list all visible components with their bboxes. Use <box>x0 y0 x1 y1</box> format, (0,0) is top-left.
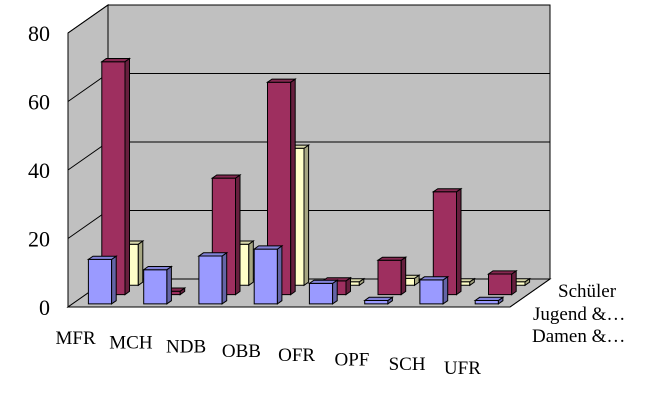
bar-side-face <box>511 269 517 296</box>
bar <box>252 244 284 305</box>
bar <box>376 256 408 296</box>
bar-side-face <box>290 78 296 296</box>
bar <box>86 255 118 305</box>
x-category-label: NDB <box>166 337 206 358</box>
x-category-label: OBB <box>222 341 261 362</box>
y-tick-label: 80 <box>28 21 50 46</box>
x-category-label: MFR <box>56 328 96 349</box>
bar-front-face <box>198 255 223 305</box>
bar <box>486 269 518 296</box>
x-category-label: UFR <box>444 358 481 379</box>
bar-side-face <box>456 187 462 296</box>
depth-axis-line <box>509 278 551 308</box>
bar-side-face <box>303 144 310 287</box>
bar-front-face <box>308 282 334 305</box>
bar-side-face <box>111 255 117 305</box>
bar <box>265 78 297 296</box>
bar-top-face <box>86 255 118 260</box>
bar-top-face <box>142 266 173 271</box>
bar <box>473 296 505 305</box>
series-label: Schüler <box>558 281 617 302</box>
bar-side-face <box>400 256 407 296</box>
bar-top-face <box>100 58 132 63</box>
bar-side-face <box>137 240 144 287</box>
bars <box>86 57 532 305</box>
bar-top-face <box>486 270 518 275</box>
y-tick-label: 20 <box>28 227 50 252</box>
bar-side-face <box>124 57 130 296</box>
bar-top-face <box>210 174 242 179</box>
bar-top-face <box>431 188 463 193</box>
bar-front-face <box>419 279 444 305</box>
bar-side-face <box>276 244 283 305</box>
bar <box>100 57 132 296</box>
bar <box>363 296 394 305</box>
bar <box>418 275 450 305</box>
bar-top-face <box>473 296 505 301</box>
x-category-label: OFR <box>278 345 315 366</box>
gridline <box>67 4 550 34</box>
bar-top-face <box>376 256 408 261</box>
bar-top-face <box>418 276 450 281</box>
axis-labels: 0 20 40 60 80 MFR MCH NDB OBB OFR OPF SC… <box>28 21 625 379</box>
bar-side-face <box>235 174 241 296</box>
bar-top-face <box>197 252 229 257</box>
bar-front-face <box>364 300 389 305</box>
bar <box>431 187 463 296</box>
bar-top-face <box>265 78 297 83</box>
bar-front-face <box>474 300 499 305</box>
x-category-label: OPF <box>334 350 369 371</box>
x-category-label: MCH <box>109 332 153 353</box>
bar <box>197 251 229 305</box>
y-tick-label: 40 <box>28 158 50 183</box>
bar-side-face <box>248 240 254 287</box>
bar-top-face <box>307 279 339 284</box>
bar-front-face <box>488 273 513 296</box>
y-tick-label: 60 <box>28 90 50 115</box>
bar-top-face <box>363 296 394 301</box>
series-label: Damen &… <box>532 326 625 347</box>
bar-side-face <box>442 275 449 305</box>
bar-front-face <box>377 259 402 296</box>
bar-front-face <box>253 248 278 305</box>
y-tick-label: 0 <box>39 295 50 320</box>
bar-side-face <box>332 279 338 305</box>
bar-side-face <box>221 251 228 305</box>
bar-side-face <box>166 265 172 305</box>
bar <box>142 265 173 305</box>
bar-front-face <box>87 258 113 305</box>
bar <box>307 279 339 305</box>
bar-top-face <box>252 245 284 250</box>
series-label: Jugend &… <box>533 304 625 325</box>
x-category-label: SCH <box>389 354 426 375</box>
bar-front-face <box>143 269 168 305</box>
